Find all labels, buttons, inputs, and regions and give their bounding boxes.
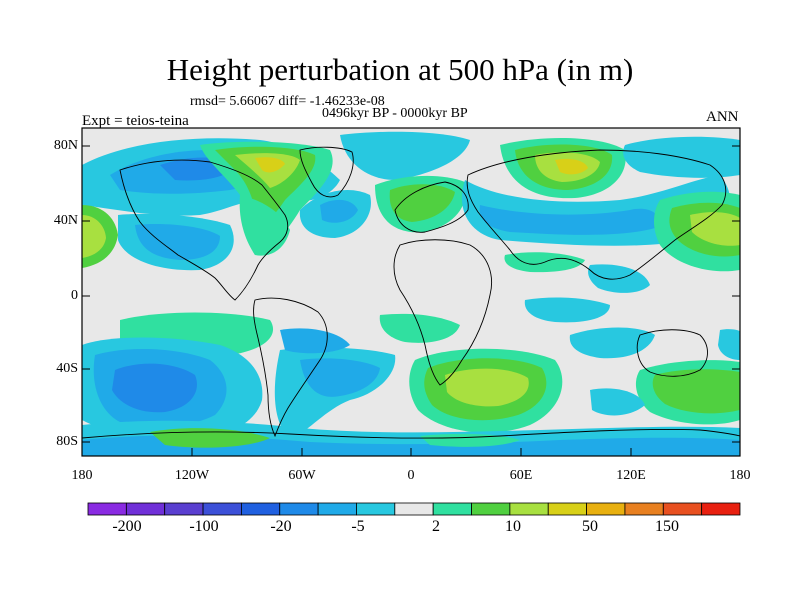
contour-field — [82, 128, 740, 456]
colorbar-swatch — [279, 502, 319, 516]
lon-tick-label: 180 — [71, 468, 93, 483]
lat-tick-label: 80S — [56, 434, 78, 449]
contour-blob — [389, 184, 455, 222]
contour-blob — [590, 388, 645, 416]
colorbar-swatch — [471, 502, 511, 516]
tick-marks — [81, 145, 741, 456]
colorbar-swatch — [509, 502, 549, 516]
colorbar-label: -5 — [351, 518, 365, 535]
lon-tick-label: 120W — [174, 468, 210, 483]
contour-blob — [420, 433, 520, 447]
contour-blob — [135, 224, 220, 260]
continent-europe — [394, 181, 469, 233]
lat-tick-label: 40S — [56, 361, 78, 376]
colorbar-label: -20 — [270, 518, 292, 535]
period-label: 0496kyr BP - 0000kyr BP — [322, 106, 468, 121]
colorbar — [87, 502, 741, 516]
lat-tick-label: 40N — [53, 213, 78, 228]
colorbar-label: 150 — [655, 518, 679, 535]
contour-blob — [445, 368, 529, 407]
contour-blob — [555, 158, 588, 175]
colorbar-label: -200 — [112, 518, 142, 535]
colorbar-swatch — [586, 502, 626, 516]
contour-blob — [690, 212, 740, 246]
colorbar-label: 10 — [505, 518, 521, 535]
lon-tick-label: 180 — [729, 468, 751, 483]
contour-blob — [718, 329, 740, 360]
colorbar-swatch — [701, 502, 741, 516]
lon-tick-label: 60E — [509, 468, 533, 483]
colorbar-swatch — [317, 502, 357, 516]
continent-antarctica — [82, 429, 740, 439]
colorbar-swatch — [662, 502, 703, 516]
colorbar-swatch — [125, 502, 166, 516]
continent-africa — [393, 239, 492, 386]
contour-blob — [255, 157, 285, 173]
contour-blob — [340, 131, 470, 180]
colorbar-label: 50 — [582, 518, 598, 535]
lon-tick-label: 120E — [616, 468, 646, 483]
continent-australia — [636, 329, 708, 377]
lat-tick-label: 0 — [71, 288, 78, 303]
contour-blob — [280, 328, 350, 354]
colorbar-swatch — [87, 502, 127, 516]
continent-greenland — [299, 146, 354, 198]
contour-blob — [524, 297, 610, 323]
continent-asia — [466, 149, 727, 280]
contour-blob — [652, 369, 740, 414]
colorbar-swatch — [394, 502, 434, 516]
colorbar-swatch — [624, 502, 664, 516]
lon-tick-label: 0 — [407, 468, 415, 483]
contour-blob — [112, 363, 197, 413]
contour-blob — [479, 205, 659, 235]
experiment-label: Expt = teios-teina — [82, 113, 189, 129]
continent-north-america — [119, 159, 289, 301]
contour-blob — [320, 199, 358, 223]
lat-tick-label: 80N — [53, 138, 78, 153]
contour-blob — [300, 358, 380, 397]
contour-blob — [569, 327, 655, 359]
continent-south-america — [253, 297, 328, 438]
colorbar-label: 2 — [432, 518, 440, 535]
colorbar-label: -100 — [189, 518, 219, 535]
season-label: ANN — [706, 109, 739, 125]
contour-blob — [150, 428, 270, 448]
contour-blob — [239, 195, 290, 256]
colorbar-swatch — [356, 502, 396, 516]
colorbar-swatch — [547, 502, 587, 516]
colorbar-swatch — [164, 502, 204, 516]
colorbar-swatch — [432, 502, 472, 516]
contour-blob — [82, 215, 106, 258]
colorbar-swatch — [202, 502, 242, 516]
coastlines — [82, 146, 740, 439]
map-title: Height perturbation at 500 hPa (in m) — [166, 52, 634, 87]
rmsd-stats: rmsd= 5.66067 diff= -1.46233e-08 — [190, 94, 385, 109]
lon-tick-label: 60W — [288, 468, 316, 483]
colorbar-swatch — [241, 502, 281, 516]
